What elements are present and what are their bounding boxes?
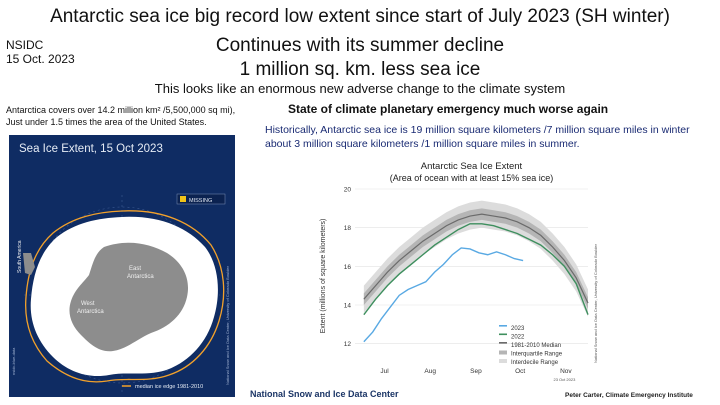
legend-swatch <box>499 359 507 363</box>
south-america-label: South America <box>17 240 23 273</box>
y-tick-label: 20 <box>344 187 352 194</box>
x-tick-label: Jul <box>380 368 389 375</box>
y-tick-label: 16 <box>344 264 352 271</box>
subheading: This looks like an enormous new adverse … <box>154 81 566 96</box>
chart-subtitle: (Area of ocean with at least 15% sea ice… <box>390 173 554 183</box>
missing-legend-swatch <box>180 196 186 202</box>
east-antarctica-label: East Antarctica <box>127 266 154 280</box>
emergency-heading: State of climate planetary emergency muc… <box>288 102 609 116</box>
map-side-credit: National Snow and Ice Data Center, Unive… <box>225 265 230 385</box>
west-antarctica-label: West Antarctica <box>77 301 104 315</box>
legend-swatch <box>499 342 507 344</box>
sea-ice-map: Sea Ice Extent, 15 Oct 2023 West Antarcti… <box>9 135 235 397</box>
chart-title: Antarctic Sea Ice Extent <box>421 161 523 172</box>
x-tick-label: Aug <box>424 368 436 375</box>
y-tick-label: 14 <box>344 303 352 310</box>
chart-svg: Antarctic Sea Ice Extent(Area of ocean w… <box>320 161 598 382</box>
y-tick-label: 12 <box>344 341 352 348</box>
map-graphic: West Antarctica East Antarctica South Amer… <box>11 193 230 393</box>
sea-ice-extent-chart: Antarctic Sea Ice Extent (Area of ocean w… <box>313 156 603 388</box>
missing-legend-box <box>176 193 226 205</box>
legend-label: 2022 <box>511 335 525 341</box>
y-tick-label: 18 <box>344 225 352 232</box>
series-line-2023 <box>363 247 524 343</box>
interquartile-band <box>363 208 588 309</box>
x-tick-label: Sep <box>470 368 482 375</box>
x-tick-label: Oct <box>515 368 525 375</box>
missing-legend-label: MISSING <box>189 198 212 204</box>
series-line-2022 <box>363 223 589 316</box>
source-label: NSIDC <box>6 38 44 52</box>
main-title: Antarctic sea ice big record low extent … <box>50 6 670 27</box>
median-ice-edge <box>25 210 225 383</box>
chart-side-credit: National Snow and Ice Data Center, Unive… <box>593 243 598 363</box>
series-line-1981-2010-median <box>363 213 589 304</box>
antarctica-note: Antarctica covers over 14.2 million km² … <box>6 105 236 127</box>
legend-label: 1981-2010 Median <box>511 343 561 349</box>
median-legend-label: median ice edge 1981-2010 <box>135 384 203 390</box>
south-america-land <box>23 253 35 275</box>
legend-swatch <box>499 333 507 336</box>
antarctica-land <box>69 242 189 352</box>
legend-label: 2023 <box>511 326 525 332</box>
y-axis-label: Extent (millions of square kilometers) <box>320 219 327 334</box>
subtitle-line-2: Continues with its summer decline <box>215 35 505 56</box>
legend-label: Interdecile Range <box>511 360 559 366</box>
nsidc-footer: National Snow and Ice Data Center <box>250 389 399 399</box>
map-title: Sea Ice Extent, 15 Oct 2023 <box>19 143 163 155</box>
x-date-note: 23 Oct 2023 <box>554 377 577 382</box>
x-tick-label: Nov <box>560 368 572 375</box>
author-credit: Peter Carter, Climate Emergency Institut… <box>565 392 693 399</box>
legend-label: Interquartile Range <box>511 352 563 358</box>
legend-swatch <box>499 325 507 327</box>
date-label: 15 Oct. 2023 <box>6 52 75 66</box>
legend-swatch <box>499 350 507 355</box>
subtitle-line-3: 1 million sq. km. less sea ice <box>239 59 481 80</box>
map-side-left: nsidc-blue-data <box>11 347 16 375</box>
historical-note: Historically, Antarctic sea ice is 19 mi… <box>265 124 690 150</box>
